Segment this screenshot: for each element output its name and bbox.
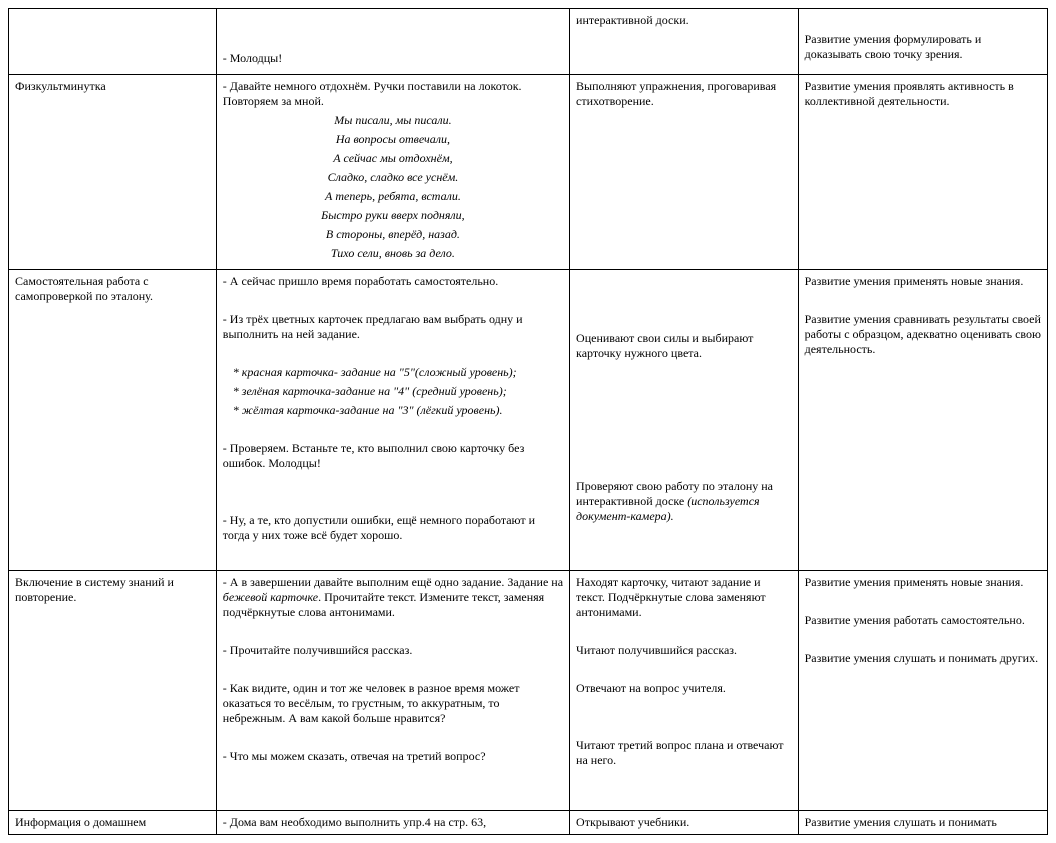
cell-text: - Проверяем. Встаньте те, кто выполнил с… [223, 441, 563, 471]
student-cell: Выполняют упражнения, проговаривая стихо… [570, 75, 799, 270]
stage-cell: Информация о домашнем [9, 811, 217, 835]
teacher-cell: - А сейчас пришло время поработать самос… [216, 270, 569, 571]
cell-text: - Прочитайте получившийся рассказ. [223, 643, 563, 658]
result-cell: Развитие умения слушать и понимать [798, 811, 1047, 835]
poem-line: Тихо сели, вновь за дело. [223, 246, 563, 261]
table-row: Физкультминутка - Давайте немного отдохн… [9, 75, 1048, 270]
teacher-cell: - Давайте немного отдохнём. Ручки постав… [216, 75, 569, 270]
cell-text: Развитие умения формулировать и доказыва… [805, 32, 1041, 62]
cell-text: - Молодцы! [223, 51, 563, 66]
result-cell: Развитие умения формулировать и доказыва… [798, 9, 1047, 75]
poem-line: Сладко, сладко все уснём. [223, 170, 563, 185]
cell-text: - А в завершении давайте выполним ещё од… [223, 575, 563, 620]
table-row: - Молодцы! интерактивной доски. Развитие… [9, 9, 1048, 75]
cell-text: Развитие умения работать самостоятельно. [805, 613, 1041, 628]
cell-text: - Давайте немного отдохнём. Ручки постав… [223, 79, 563, 109]
stage-cell [9, 9, 217, 75]
bullet-line: * красная карточка- задание на "5"(сложн… [223, 365, 563, 380]
stage-cell: Самостоятельная работа с самопроверкой п… [9, 270, 217, 571]
cell-text: Читают получившийся рассказ. [576, 643, 792, 658]
bullet-line: * жёлтая карточка-задание на "3" (лёгкий… [223, 403, 563, 418]
cell-text: Развитие умения слушать и понимать други… [805, 651, 1041, 666]
cell-text: - Как видите, один и тот же человек в ра… [223, 681, 563, 726]
table-row: Информация о домашнем - Дома вам необход… [9, 811, 1048, 835]
poem-line: Быстро руки вверх подняли, [223, 208, 563, 223]
poem-line: На вопросы отвечали, [223, 132, 563, 147]
text-run: - А в завершении давайте выполним ещё од… [223, 575, 563, 589]
result-cell: Развитие умения применять новые знания. … [798, 270, 1047, 571]
lesson-plan-table: - Молодцы! интерактивной доски. Развитие… [8, 8, 1048, 835]
cell-text: - А сейчас пришло время поработать самос… [223, 274, 563, 289]
poem-line: Мы писали, мы писали. [223, 113, 563, 128]
teacher-cell: - Дома вам необходимо выполнить упр.4 на… [216, 811, 569, 835]
text-run-italic: бежевой карточке [223, 590, 318, 604]
student-cell: Находят карточку, читают задание и текст… [570, 571, 799, 811]
student-cell: Оценивают свои силы и выбирают карточку … [570, 270, 799, 571]
cell-text: Развитие умения применять новые знания. [805, 274, 1041, 289]
cell-text: Развитие умения применять новые знания. [805, 575, 1041, 590]
table-row: Включение в систему знаний и повторение.… [9, 571, 1048, 811]
stage-cell: Физкультминутка [9, 75, 217, 270]
student-cell: интерактивной доски. [570, 9, 799, 75]
poem-line: А сейчас мы отдохнём, [223, 151, 563, 166]
result-cell: Развитие умения проявлять активность в к… [798, 75, 1047, 270]
cell-text: Находят карточку, читают задание и текст… [576, 575, 792, 620]
cell-text: интерактивной доски. [576, 13, 792, 28]
poem-line: А теперь, ребята, встали. [223, 189, 563, 204]
stage-cell: Включение в систему знаний и повторение. [9, 571, 217, 811]
cell-text: - Что мы можем сказать, отвечая на трети… [223, 749, 563, 764]
cell-text: Отвечают на вопрос учителя. [576, 681, 792, 696]
cell-text: Развитие умения сравнивать результаты св… [805, 312, 1041, 357]
cell-text: Оценивают свои силы и выбирают карточку … [576, 331, 792, 361]
cell-text: Выполняют упражнения, проговаривая стихо… [576, 79, 792, 109]
cell-text: - Ну, а те, кто допустили ошибки, ещё не… [223, 513, 563, 543]
student-cell: Открывают учебники. [570, 811, 799, 835]
poem-line: В стороны, вперёд, назад. [223, 227, 563, 242]
bullet-line: * зелёная карточка-задание на "4" (средн… [223, 384, 563, 399]
table-row: Самостоятельная работа с самопроверкой п… [9, 270, 1048, 571]
teacher-cell: - А в завершении давайте выполним ещё од… [216, 571, 569, 811]
cell-text: Проверяют свою работу по эталону на инте… [576, 479, 792, 524]
result-cell: Развитие умения применять новые знания. … [798, 571, 1047, 811]
cell-text: - Из трёх цветных карточек предлагаю вам… [223, 312, 563, 342]
cell-text: Развитие умения проявлять активность в к… [805, 79, 1041, 109]
teacher-cell: - Молодцы! [216, 9, 569, 75]
